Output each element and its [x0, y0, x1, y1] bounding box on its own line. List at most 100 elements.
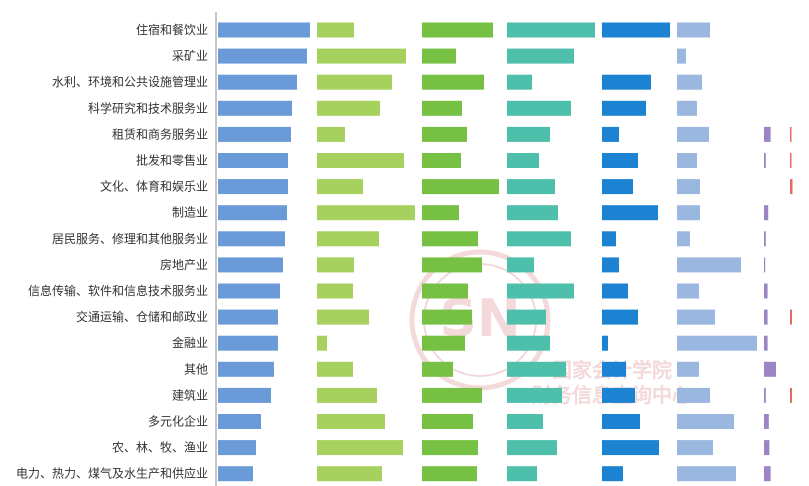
bar-series-8 [790, 387, 792, 403]
bar-series-4 [507, 100, 571, 116]
bar-series-7 [764, 361, 776, 377]
bar-series-7 [764, 387, 766, 403]
bar-series-1 [218, 335, 278, 351]
bar-series-1 [218, 440, 256, 456]
bar-series-6 [677, 22, 710, 38]
bar-series-2 [317, 179, 363, 195]
category-label: 文化、体育和娱乐业 [100, 179, 208, 194]
bar-series-6 [677, 153, 697, 168]
bar-series-2 [317, 466, 382, 482]
bar-series-7 [764, 440, 770, 456]
bar-series-6 [677, 283, 699, 299]
bar-series-1 [218, 283, 280, 299]
category-label: 制造业 [172, 206, 208, 220]
bar-series-7 [764, 126, 771, 142]
bar-series-7 [764, 257, 766, 273]
bar-series-8 [790, 153, 792, 168]
bar-series-3 [422, 309, 472, 325]
bar-series-4 [507, 309, 546, 325]
bar-series-2 [317, 257, 354, 273]
bar-series-3 [422, 361, 453, 377]
bar-series-3 [422, 414, 473, 429]
bar-series-7 [764, 231, 766, 247]
bar-series-5 [602, 257, 619, 273]
bar-series-3 [422, 126, 467, 142]
bar-series-4 [507, 231, 571, 247]
category-label: 金融业 [172, 335, 208, 350]
bar-series-4 [507, 440, 557, 456]
bar-series-6 [677, 335, 757, 351]
bar-series-4 [507, 257, 534, 273]
bar-series-2 [317, 153, 404, 168]
bar-series-2 [317, 205, 415, 221]
bar-series-6 [677, 205, 700, 221]
bar-series-7 [764, 283, 768, 299]
bar-series-6 [677, 440, 713, 456]
bar-series-4 [507, 414, 543, 429]
bar-series-5 [602, 414, 640, 429]
bar-series-2 [317, 440, 403, 456]
bar-series-6 [677, 361, 699, 377]
bar-series-1 [218, 179, 288, 195]
bar-series-2 [317, 387, 377, 403]
category-label: 批发和零售业 [136, 153, 208, 168]
bar-series-3 [422, 48, 456, 64]
category-label: 建筑业 [172, 387, 208, 402]
bar-series-6 [677, 100, 697, 116]
bar-series-2 [317, 231, 379, 247]
bar-series-8 [790, 126, 792, 142]
bar-series-5 [602, 466, 623, 482]
category-label: 农、林、牧、渔业 [112, 441, 208, 455]
bar-series-3 [422, 283, 468, 299]
bar-series-5 [602, 361, 626, 377]
bar-series-5 [602, 153, 638, 168]
bar-series-3 [422, 257, 482, 273]
bar-series-6 [677, 179, 700, 195]
bar-series-6 [677, 466, 736, 482]
bar-series-3 [422, 231, 478, 247]
bar-series-5 [602, 231, 616, 247]
bar-series-5 [602, 309, 638, 325]
bar-series-3 [422, 22, 493, 38]
bar-series-4 [507, 361, 566, 377]
bar-series-6 [677, 387, 710, 403]
bar-series-7 [764, 153, 766, 168]
bar-series-6 [677, 231, 690, 247]
bar-series-5 [602, 22, 670, 38]
bar-series-3 [422, 335, 465, 351]
bar-series-2 [317, 361, 353, 377]
watermark-logo: SN国家会计学院财务信息查询中心 [409, 249, 692, 407]
bar-series-5 [602, 74, 651, 90]
bar-series-1 [218, 48, 307, 64]
category-label: 房地产业 [160, 257, 208, 272]
bar-series-4 [507, 335, 550, 351]
bar-series-1 [218, 153, 288, 168]
bar-series-5 [602, 126, 619, 142]
bar-series-8 [790, 179, 793, 195]
category-label: 租赁和商务服务业 [112, 126, 208, 141]
bar-series-6 [677, 48, 686, 64]
bar-series-2 [317, 100, 380, 116]
bar-series-4 [507, 153, 539, 168]
bar-series-5 [602, 100, 646, 116]
bar-series-6 [677, 414, 734, 429]
bar-series-4 [507, 387, 562, 403]
data-bars [218, 22, 793, 482]
bar-series-3 [422, 179, 499, 195]
bar-series-3 [422, 153, 461, 168]
category-labels: 住宿和餐饮业采矿业水利、环境和公共设施管理业科学研究和技术服务业租赁和商务服务业… [16, 22, 208, 481]
bar-series-1 [218, 361, 274, 377]
category-label: 采矿业 [172, 49, 208, 63]
category-label: 多元化企业 [148, 414, 208, 429]
bar-series-5 [602, 283, 628, 299]
bar-series-5 [602, 440, 659, 456]
bar-series-1 [218, 74, 297, 90]
bar-series-4 [507, 126, 550, 142]
bar-series-7 [764, 466, 771, 482]
bar-series-1 [218, 466, 253, 482]
bar-series-1 [218, 257, 283, 273]
bar-series-1 [218, 387, 271, 403]
bar-series-2 [317, 414, 385, 429]
bar-series-4 [507, 283, 574, 299]
